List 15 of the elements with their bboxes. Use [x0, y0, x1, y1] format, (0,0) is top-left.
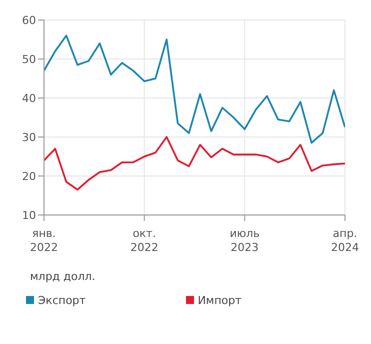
- y-tick-label: 20: [22, 170, 36, 183]
- x-tick-label: июль 2023: [230, 227, 260, 254]
- x-tick-label: апр. 2024: [331, 227, 359, 254]
- legend-label: Импорт: [198, 294, 242, 307]
- line-series: [44, 34, 345, 144]
- x-tick-label: окт. 2022: [130, 227, 158, 254]
- y-tick-label: 50: [22, 52, 36, 66]
- y-tick-label: 10: [22, 208, 36, 222]
- legend-label: Экспорт: [38, 294, 86, 307]
- y-tick-label: 30: [22, 130, 36, 144]
- x-tick-label: янв. 2022: [30, 227, 58, 254]
- line-series: [44, 136, 345, 191]
- y-tick-label: 40: [22, 92, 36, 105]
- y-axis-title: млрд долл.: [30, 270, 96, 283]
- y-tick-label: 60: [22, 14, 36, 27]
